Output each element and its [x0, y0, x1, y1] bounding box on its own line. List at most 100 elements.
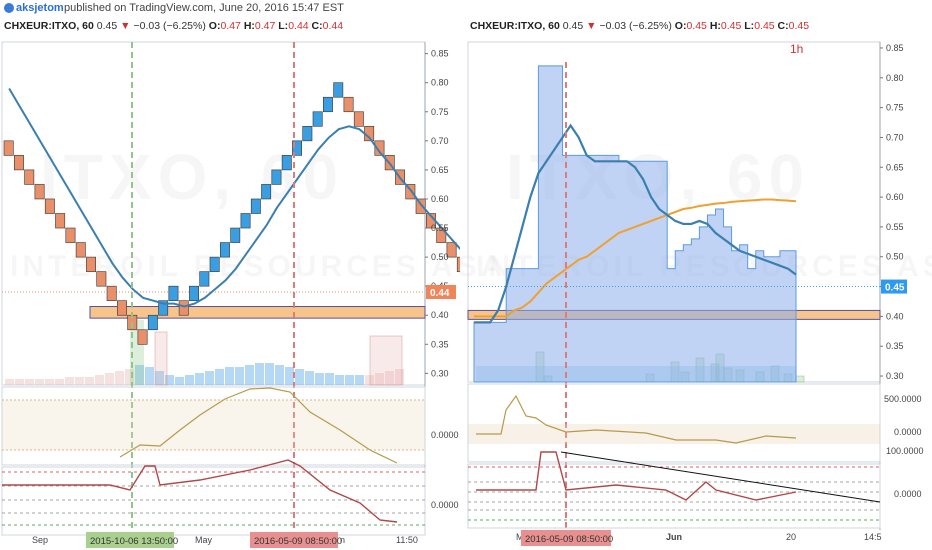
- right-osc2-tick-label: 100.0000: [886, 446, 924, 456]
- left-date-badge-green-label: 2015-10-06 13:50:00: [90, 536, 178, 547]
- left-volume-bar: [135, 365, 144, 385]
- left-renko-brick: [24, 169, 35, 185]
- left-renko-brick: [271, 169, 282, 185]
- right-y-tick-label: 0.85: [886, 43, 904, 53]
- left-renko-brick: [415, 198, 426, 214]
- left-symbol-info: CHXEUR:ITXO, 60 0.45 ▼ −0.03 (−6.25%) O:…: [4, 20, 343, 32]
- right-y-tick-label: 0.30: [886, 371, 904, 381]
- left-close-label: C:: [311, 20, 323, 32]
- left-last: 0.45: [96, 20, 118, 32]
- right-trend-line: [560, 451, 881, 503]
- right-y-tick-label: 0.35: [886, 341, 904, 351]
- left-y-tick-label: 0.60: [431, 194, 449, 204]
- left-y-tick-label: 0.55: [431, 223, 449, 233]
- left-open: 0.47: [220, 20, 241, 32]
- left-osc2-line: [2, 459, 398, 523]
- left-date-badge-green: [86, 532, 174, 548]
- right-change: −0.03 (−6.25%): [599, 20, 672, 32]
- left-renko-brick: [292, 140, 302, 156]
- right-high: 0.45: [720, 20, 742, 32]
- left-chart-svg[interactable]: 0.85 0.80 0.75 0.70 0.65 0.60 0.55 0.50 0.45 0.40…: [0, 20, 460, 550]
- right-y-tick-label: 0.50: [886, 252, 904, 262]
- left-volume-bar: [355, 375, 364, 385]
- left-down-arrow-icon: ▼: [120, 20, 131, 32]
- right-chart-panel[interactable]: CHXEUR:ITXO, 60 0.45 ▼ −0.03 (−6.25%) O:…: [466, 20, 926, 550]
- right-y-tick-label: 0.60: [886, 192, 904, 202]
- left-volume-bar: [145, 367, 154, 385]
- left-y-tick-label: 0.80: [431, 78, 449, 88]
- left-volume-bar: [185, 375, 194, 385]
- left-renko-brick: [209, 256, 220, 272]
- left-volume-bar: [285, 367, 294, 385]
- left-volume-bar: [395, 369, 404, 385]
- left-volume-bar: [115, 371, 124, 385]
- right-chart-svg[interactable]: 0.85 0.80 0.75 0.70 0.65 0.60 0.55 0.50 0.45 0.40…: [466, 20, 932, 550]
- right-y-tick-label: 0.40: [886, 311, 904, 321]
- left-y-tick-label: 0.35: [431, 339, 449, 349]
- left-low: 0.44: [288, 20, 309, 32]
- left-renko-brick: [281, 155, 292, 171]
- right-osc1-frame: [467, 383, 881, 463]
- right-osc1-tick-label: 0.0000: [894, 427, 922, 437]
- left-renko-brick: [86, 256, 97, 272]
- left-renko-brick: [261, 184, 272, 200]
- right-osc2-tick-label: 0.0000: [894, 489, 922, 499]
- left-y-tick-label: 0.30: [431, 368, 449, 378]
- left-renko-brick: [106, 285, 117, 302]
- right-close-label: C:: [777, 20, 789, 32]
- left-renko-brick: [374, 140, 385, 156]
- right-low: 0.45: [754, 20, 775, 32]
- right-osc1-line: [476, 394, 797, 444]
- left-y-tick-label: 0.40: [431, 310, 449, 320]
- right-ma-line: [474, 123, 797, 324]
- left-volume-bar: [305, 371, 314, 385]
- right-y-tick-label: 0.65: [886, 162, 904, 172]
- left-volume-bar: [75, 377, 84, 385]
- right-orange-line: [474, 198, 797, 318]
- right-symbol-info: CHXEUR:ITXO, 60 0.45 ▼ −0.03 (−6.25%) O:…: [470, 20, 809, 32]
- left-renko-brick: [353, 111, 364, 127]
- left-volume-bar: [275, 365, 284, 385]
- left-volume-bar: [265, 363, 274, 385]
- right-y-tick-label: 0.70: [886, 132, 904, 142]
- left-renko-brick: [405, 184, 416, 200]
- left-volume-bar: [235, 367, 244, 385]
- right-down-arrow-icon: ▼: [586, 20, 597, 32]
- left-symbol: CHXEUR:ITXO, 60: [4, 20, 94, 32]
- left-volume-bar: [205, 371, 214, 385]
- left-renko-brick: [343, 96, 354, 113]
- left-renko-brick: [456, 256, 460, 272]
- left-renko-brick: [250, 198, 261, 214]
- left-volume-bar: [315, 373, 324, 385]
- left-y-tick-label: 0.70: [431, 136, 449, 146]
- left-osc2-frame: [1, 466, 426, 536]
- right-price-badge-label: 0.45: [885, 283, 905, 294]
- left-volume-bar: [335, 375, 344, 385]
- left-chart-panel[interactable]: CHXEUR:ITXO, 60 0.45 ▼ −0.03 (−6.25%) O:…: [0, 20, 460, 550]
- right-close: 0.45: [788, 20, 810, 32]
- left-support-band: [89, 306, 426, 319]
- right-osc1-tick-label: 500.0000: [884, 394, 922, 404]
- left-high: 0.47: [254, 20, 276, 32]
- left-volume-bar: [385, 371, 394, 385]
- left-volume-bar: [295, 369, 304, 385]
- left-renko-brick: [168, 285, 179, 302]
- author-link[interactable]: aksjetom: [16, 2, 64, 14]
- left-volume-bar: [155, 371, 164, 385]
- left-ma-line: [8, 87, 460, 308]
- left-osc1-band: [2, 400, 425, 450]
- left-osc2-tick-label: 0.0000: [431, 500, 459, 510]
- left-renko-brick: [220, 242, 230, 258]
- left-renko-brick: [322, 96, 333, 113]
- right-volume-bar: [795, 375, 805, 383]
- left-volume-bar: [345, 375, 354, 385]
- left-price-badge-label: 0.44: [430, 288, 450, 299]
- left-volume-bar: [15, 379, 24, 385]
- right-last: 0.45: [562, 20, 584, 32]
- left-x-label: n: [340, 535, 345, 545]
- left-high-label: H:: [243, 20, 255, 32]
- left-renko-brick: [96, 271, 107, 287]
- left-change: −0.03 (−6.25%): [133, 20, 206, 32]
- left-y-tick-label: 0.85: [431, 49, 449, 59]
